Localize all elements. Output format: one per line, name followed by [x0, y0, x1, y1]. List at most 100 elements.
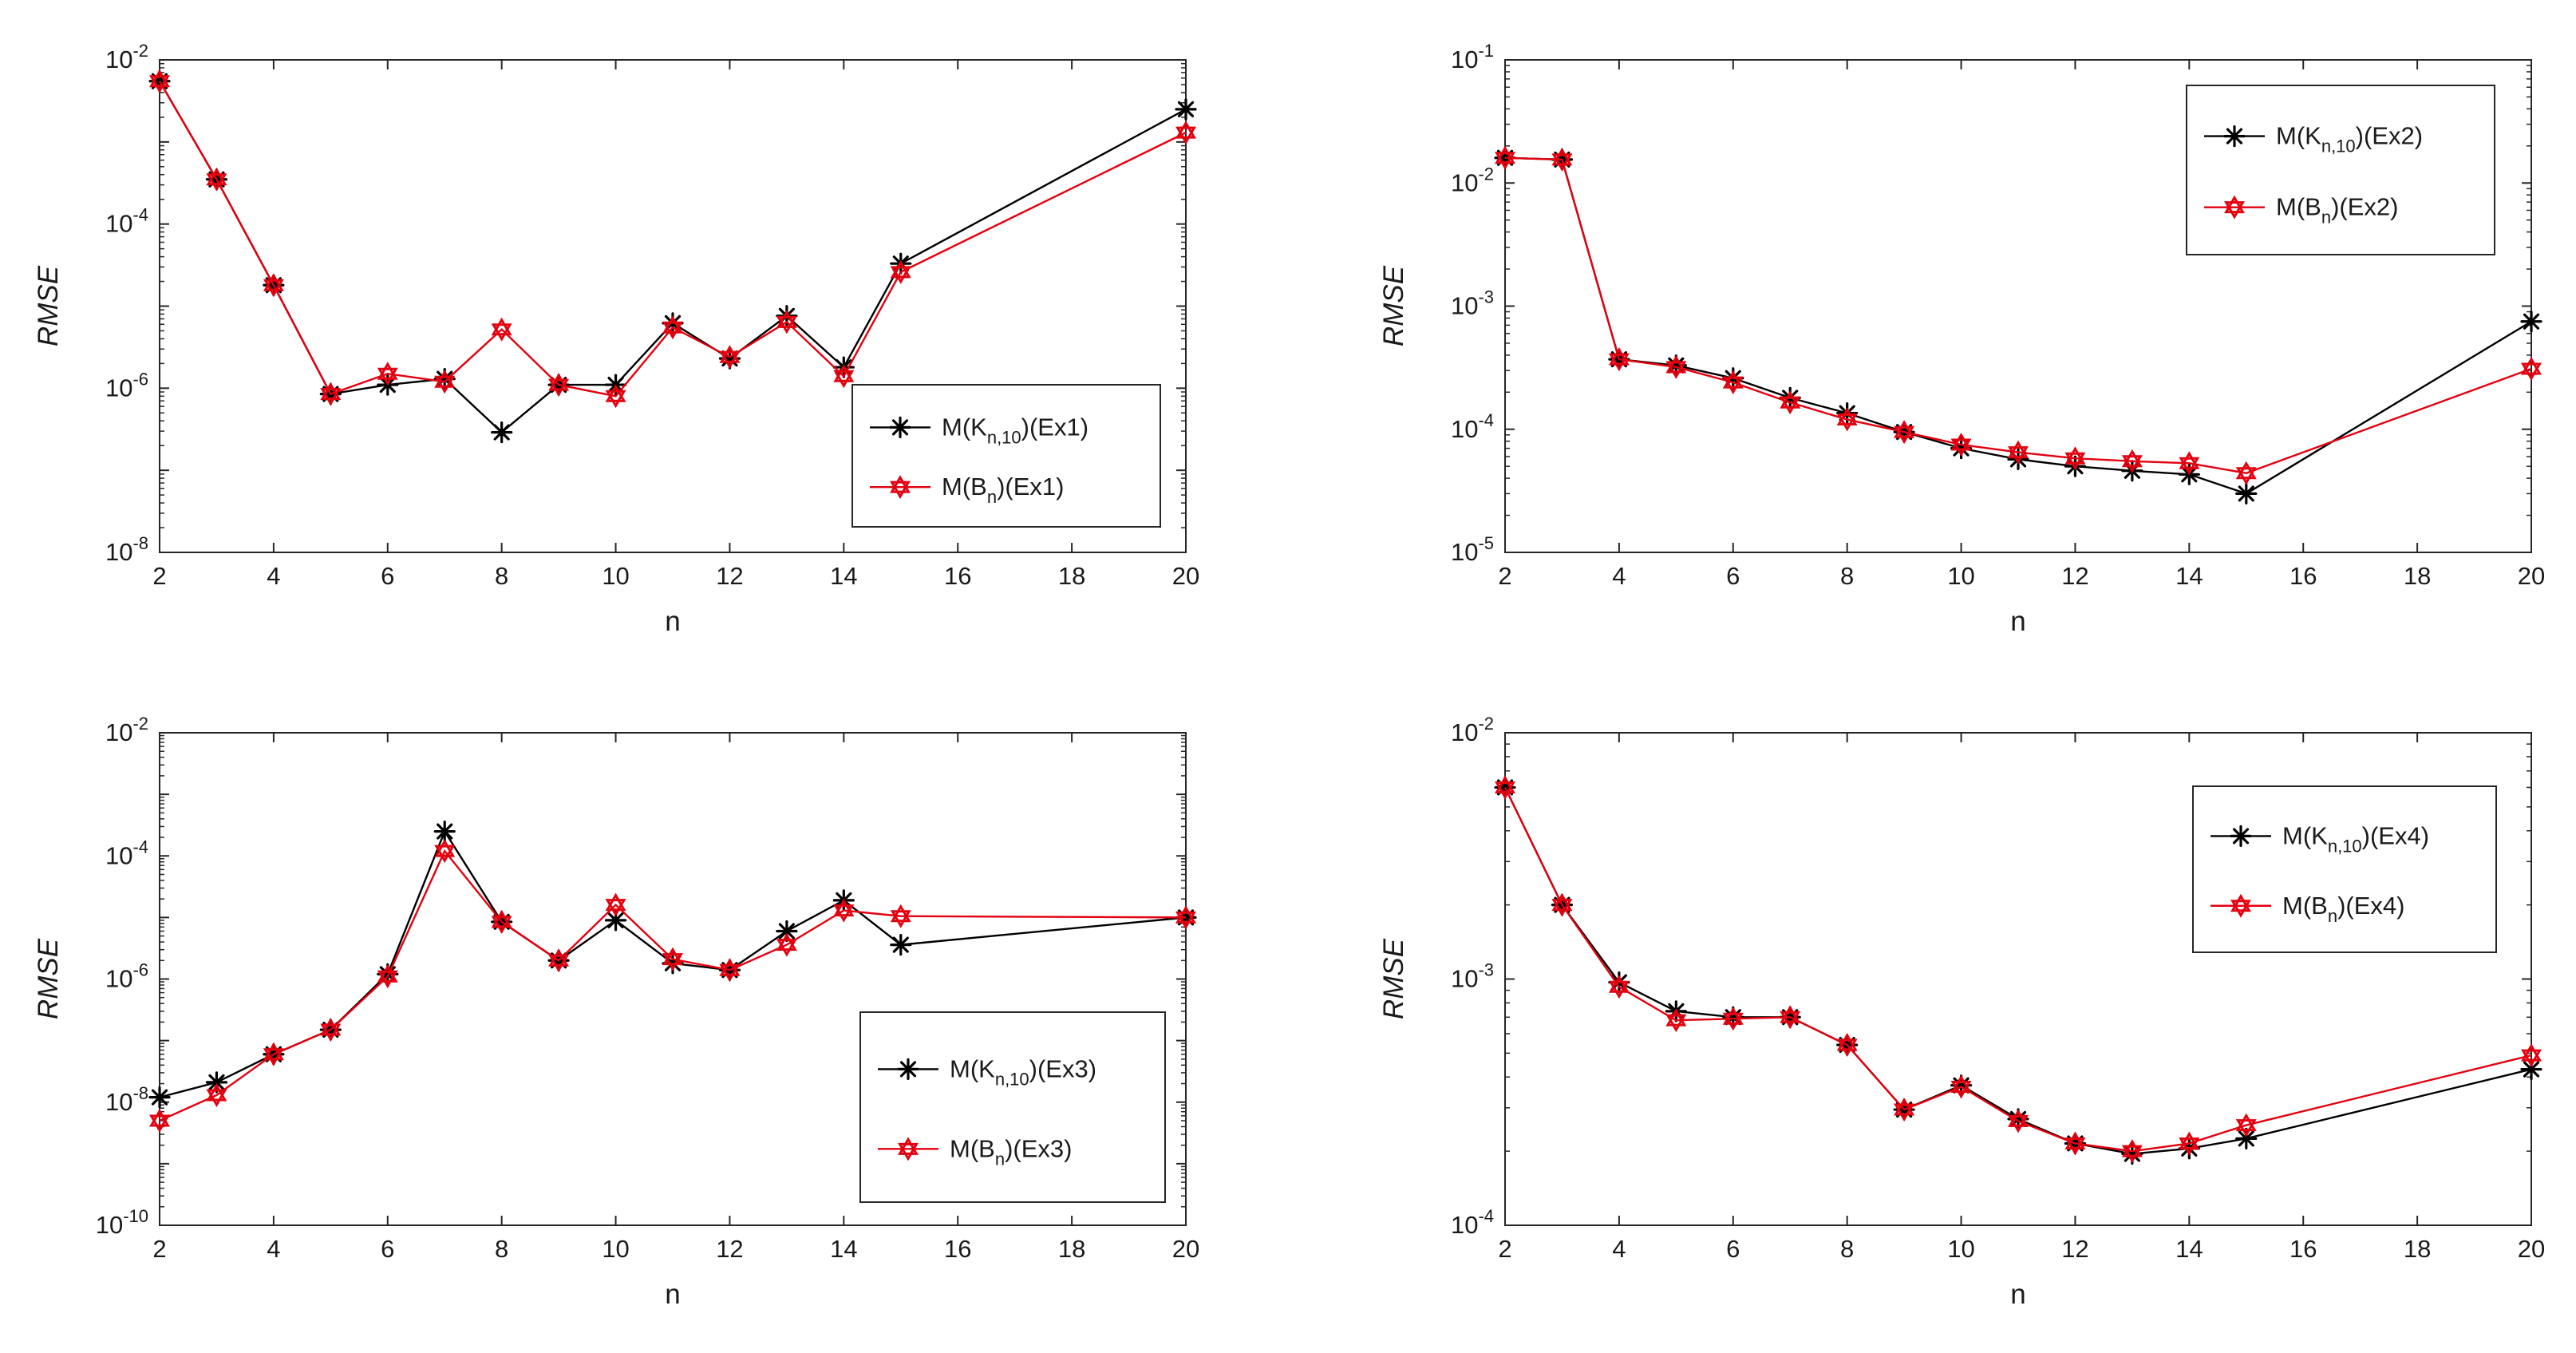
- x-tick-label: 18: [2404, 562, 2431, 590]
- hexagram-marker: [320, 1018, 342, 1042]
- x-tick-label: 2: [152, 562, 166, 590]
- y-axis-label: RMSE: [1378, 265, 1409, 346]
- hexagram-marker: [719, 345, 741, 370]
- x-tick-label: 6: [381, 562, 394, 590]
- series-2: [149, 839, 1196, 1133]
- x-tick-label: 20: [1172, 562, 1199, 590]
- hexagram-marker: [1950, 433, 1972, 457]
- legend-entry-1: M(Kn,10)(Ex4): [2211, 821, 2429, 856]
- hexagram-marker: [898, 1137, 919, 1161]
- legend-entry-2: M(Bn)(Ex3): [878, 1134, 1072, 1169]
- legend-entry-1: M(Kn,10)(Ex3): [878, 1054, 1096, 1089]
- hexagram-marker: [1175, 121, 1196, 145]
- x-tick-label: 10: [1947, 1235, 1974, 1263]
- hexagram-marker: [1722, 370, 1744, 395]
- asterisk-marker: [890, 933, 912, 956]
- hexagram-marker: [377, 964, 398, 989]
- x-tick-label: 14: [2175, 1235, 2203, 1263]
- asterisk-marker: [889, 416, 911, 439]
- y-tick-label: 10-3: [1451, 960, 1494, 993]
- legend-box: [851, 384, 1161, 528]
- legend-box: [859, 1011, 1166, 1203]
- hexagram-marker: [2179, 451, 2200, 476]
- series-line: [1503, 786, 2532, 1153]
- hexagram-marker: [377, 362, 398, 386]
- x-tick-label: 10: [1947, 562, 1974, 590]
- y-axis-label: RMSE: [1378, 938, 1409, 1019]
- asterisk-marker: [1175, 98, 1197, 121]
- hexagram-marker: [1780, 390, 1801, 415]
- y-tick-label: 10-2: [1451, 714, 1494, 746]
- x-tick-label: 18: [1058, 1235, 1085, 1263]
- y-tick-label: 10-2: [1451, 164, 1494, 196]
- hexagram-marker: [2230, 893, 2251, 918]
- hexagram-marker: [2179, 1131, 2200, 1156]
- legend-label: M(Kn,10)(Ex2): [2276, 122, 2423, 156]
- hexagram-marker: [1665, 354, 1687, 379]
- asterisk-marker: [491, 421, 513, 444]
- legend-label: M(Bn)(Ex1): [942, 473, 1064, 507]
- legend-box: [2192, 785, 2497, 953]
- y-axis-label: RMSE: [33, 265, 64, 346]
- y-tick-label: 10-2: [105, 714, 148, 746]
- hexagram-marker: [605, 892, 626, 917]
- hexagram-marker: [1495, 145, 1515, 170]
- asterisk-marker: [433, 820, 456, 843]
- hexagram-marker: [263, 1042, 284, 1066]
- x-tick-label: 20: [1172, 1235, 1199, 1263]
- hexagram-marker: [1950, 1074, 1972, 1099]
- y-tick-label: 10-3: [1451, 287, 1494, 320]
- legend-entry-2: M(Bn)(Ex2): [2204, 193, 2398, 227]
- legend: M(Kn,10)(Ex4) M(Bn)(Ex4): [2192, 785, 2497, 953]
- hexagram-marker: [605, 384, 626, 409]
- hexagram-marker: [890, 904, 911, 928]
- asterisk-marker: [2223, 125, 2246, 148]
- y-tick-label: 10-1: [1451, 41, 1494, 73]
- hexagram-marker: [1608, 975, 1630, 999]
- hexagram-marker: [1495, 775, 1515, 800]
- asterisk-marker: [205, 1071, 228, 1094]
- y-tick-label: 10-2: [105, 41, 148, 73]
- hexagram-marker: [1175, 905, 1196, 930]
- y-tick-label: 10-4: [105, 205, 148, 238]
- x-tick-label: 8: [495, 1235, 508, 1263]
- hexagram-marker: [1551, 892, 1573, 917]
- legend-label: M(Kn,10)(Ex4): [2282, 821, 2429, 856]
- asterisk-marker: [776, 920, 798, 943]
- hexagram-marker: [149, 1108, 170, 1133]
- x-tick-label: 2: [1498, 562, 1511, 590]
- x-tick-label: 4: [267, 1235, 280, 1263]
- series-line: [1504, 156, 2532, 474]
- hexagram-marker: [890, 475, 911, 500]
- hexagram-marker: [206, 1082, 227, 1107]
- y-axis-label: RMSE: [33, 938, 64, 1019]
- hexagram-marker: [1894, 1098, 1915, 1122]
- x-tick-label: 12: [2061, 1235, 2088, 1263]
- x-tick-label: 2: [1498, 1235, 1511, 1263]
- hexagram-marker: [1836, 407, 1858, 432]
- x-tick-label: 12: [716, 1235, 743, 1263]
- x-tick-label: 6: [381, 1235, 394, 1263]
- series-line: [158, 81, 1187, 398]
- chart-panel-1: 2 4 6 8 10 12 14 16 18 20 10-8 10-6 10-4 10-2 n RMSE M(K…: [33, 41, 1199, 637]
- legend: M(Kn,10)(Ex1) M(Bn)(Ex1): [851, 384, 1161, 528]
- y-tick-label: 10-8: [105, 533, 148, 566]
- hexagram-marker: [662, 315, 683, 340]
- x-axis-label: n: [665, 1279, 680, 1310]
- hexagram-marker: [833, 364, 855, 389]
- x-tick-label: 8: [1840, 562, 1854, 590]
- asterisk-marker: [2230, 825, 2252, 848]
- hexagram-marker: [2064, 446, 2086, 471]
- hexagram-marker: [2235, 1113, 2257, 1137]
- hexagram-marker: [149, 69, 170, 93]
- asterisk-marker: [2520, 311, 2542, 333]
- hexagram-marker: [662, 947, 683, 971]
- hexagram-marker: [776, 932, 797, 957]
- legend: M(Kn,10)(Ex3) M(Bn)(Ex3): [859, 1011, 1166, 1203]
- x-tick-label: 12: [716, 562, 743, 590]
- x-tick-label: 14: [830, 562, 857, 590]
- asterisk-marker: [2235, 1127, 2258, 1149]
- hexagram-marker: [491, 317, 512, 342]
- hexagram-marker: [263, 273, 284, 298]
- hexagram-marker: [2008, 440, 2029, 465]
